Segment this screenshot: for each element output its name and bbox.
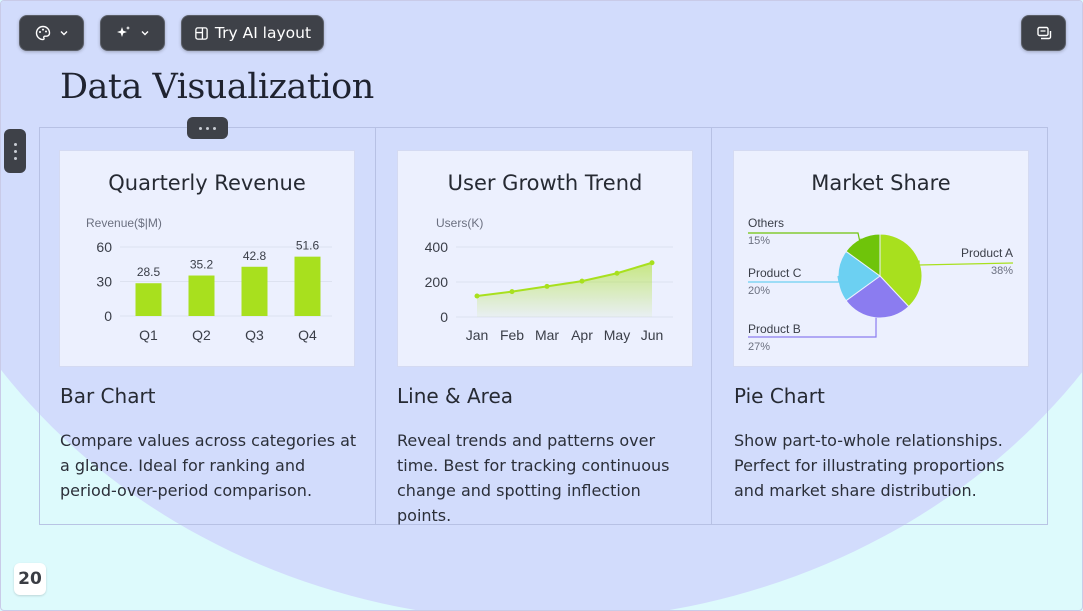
data-point [614,270,620,276]
data-label: 42.8 [243,249,267,263]
column-pie-chart: Market Share Product A 38% Product B 27% Pro… [712,128,1047,524]
y-tick-label: 60 [96,239,112,255]
slice-name-label: Product C [748,266,802,280]
bar [241,266,268,316]
column-description[interactable]: Reveal trends and patterns over time. Be… [397,431,670,525]
bar [135,283,162,316]
y-tick-label: 200 [425,274,449,290]
y-tick-label: 400 [425,239,449,255]
x-tick-label: Q3 [245,327,264,343]
chart-title: Market Share [811,171,951,195]
magic-menu-button[interactable] [100,15,165,51]
block-drag-handle[interactable] [187,117,228,139]
data-label: 35.2 [190,258,214,272]
bar [188,275,215,316]
y-tick-label: 0 [440,309,448,325]
x-tick-label: Apr [571,327,593,343]
side-drag-handle[interactable] [4,129,26,173]
x-tick-label: Jun [641,327,664,343]
comment-button[interactable] [1021,15,1066,51]
palette-icon [35,25,50,41]
bar-chart-card[interactable]: Quarterly Revenue Revenue($|M) 0 30 60 28.5 Q… [59,150,355,367]
y-tick-label: 30 [96,274,112,290]
chevron-down-icon [141,31,148,36]
pie-slice [845,233,881,277]
y-axis-label: Revenue($|M) [86,216,162,230]
theme-menu-button[interactable] [19,15,84,51]
bar-chart: Revenue($|M) 0 30 60 28.5 Q1 35.2 Q2 42.8 Q3 51.6 Q… [86,216,332,343]
area-fill [477,262,652,317]
try-ai-layout-label: Try AI layout [214,24,312,42]
y-tick-label: 0 [104,308,112,324]
data-point [509,289,515,295]
leader-line [748,275,840,283]
slice-name-label: Others [748,216,784,230]
slice-pct-label: 27% [748,341,770,353]
x-tick-label: Q4 [298,327,317,343]
column-line-chart: User Growth Trend Users(K) 0 200 400 Jan Feb M… [376,128,712,525]
bar [294,256,321,316]
leader-line [918,260,1014,266]
pie-slice [837,250,881,302]
data-point [474,293,480,299]
data-point [649,260,655,266]
column-bar-chart: Quarterly Revenue Revenue($|M) 0 30 60 28.5 Q… [40,128,376,524]
line-chart: Users(K) 0 200 400 Jan Feb Mar Apr May Jun [425,216,673,343]
sparkle-icon [116,26,130,37]
x-tick-label: Q2 [192,327,211,343]
column-heading[interactable]: Line & Area [397,384,514,408]
column-description[interactable]: Compare values across categories at a gl… [60,431,357,500]
data-label: 28.5 [137,265,161,279]
try-ai-layout-button[interactable]: Try AI layout [181,15,324,51]
series-line [476,261,653,297]
x-tick-label: Q1 [139,327,158,343]
pie-chart: Product A 38% Product B 27% Product C 20% Othe… [748,216,1014,353]
pie-chart-card[interactable]: Market Share Product A 38% Product B 27% Pro… [733,150,1029,367]
slice-name-label: Product A [961,246,1013,260]
data-point [544,283,550,289]
slide-title[interactable]: Data Visualization [60,67,374,107]
y-axis-label: Users(K) [436,216,483,230]
x-tick-label: May [604,327,630,343]
data-label: 51.6 [296,239,320,253]
column-description[interactable]: Show part-to-whole relationships. Perfec… [734,431,1005,500]
x-tick-label: Jan [466,327,489,343]
chart-title: Quarterly Revenue [108,171,306,195]
slice-pct-label: 20% [748,285,770,297]
comment-icon [1036,26,1051,40]
layout-icon [195,26,208,40]
chevron-down-icon [60,31,67,36]
slice-pct-label: 15% [748,235,770,247]
column-heading[interactable]: Pie Chart [734,384,825,408]
x-tick-label: Feb [500,327,524,343]
slice-name-label: Product B [748,322,801,336]
leader-line [748,232,862,248]
x-tick-label: Mar [535,327,559,343]
chart-title: User Growth Trend [447,171,643,195]
leader-line [748,317,877,338]
line-chart-card[interactable]: User Growth Trend Users(K) 0 200 400 Jan Feb M… [397,150,693,367]
content-grid: Quarterly Revenue Revenue($|M) 0 30 60 28.5 Q… [39,127,1048,525]
data-point [579,278,585,284]
column-heading[interactable]: Bar Chart [60,384,156,408]
slice-pct-label: 38% [991,265,1013,277]
page-number: 20 [14,563,46,595]
